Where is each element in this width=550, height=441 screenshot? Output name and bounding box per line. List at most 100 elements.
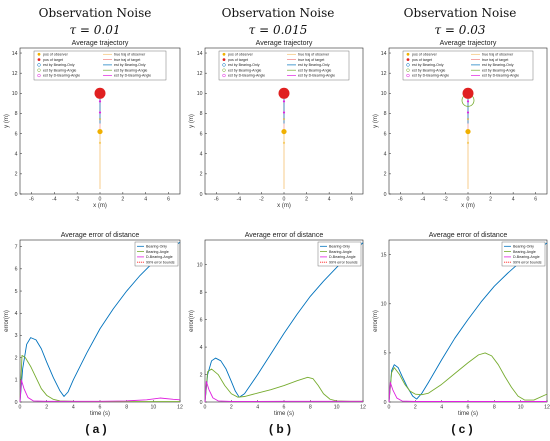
y-tick-label: 1	[15, 378, 18, 384]
x-tick-label: 6	[467, 405, 470, 411]
y-tick-label: 0	[15, 192, 18, 198]
legend-box	[218, 50, 350, 81]
legend-label: pos of target	[412, 58, 432, 62]
target-estimate-marker	[282, 100, 286, 103]
y-tick-label: 6	[15, 131, 18, 137]
y-tick-label: 12	[12, 71, 18, 77]
series-line-d-bearing-angle	[19, 379, 181, 403]
legend-marker	[222, 58, 226, 61]
x-tick-label: 0	[388, 405, 391, 411]
legend-label: est by Bearing-Angle	[228, 68, 261, 72]
legend-label: est by Bearing-Angle	[482, 68, 515, 72]
series-line-bearing-angle	[204, 368, 363, 403]
legend-marker	[406, 52, 410, 56]
error-plot: Average error of distance 0 2 4 6 8 10 12 0 5 10 15…	[373, 232, 550, 417]
series-line-bearing-only	[204, 242, 364, 403]
column-header-b: Observation Noise τ = 0.015	[222, 6, 335, 37]
header-tau: τ = 0.015	[249, 23, 308, 37]
x-axis-label: x (m)	[277, 203, 291, 209]
y-tick-label: 6	[384, 131, 387, 137]
y-tick-label: 12	[381, 71, 387, 77]
x-tick-label: 2	[45, 405, 48, 411]
x-tick-label: 4	[512, 197, 515, 203]
x-tick-label: -2	[443, 197, 448, 203]
observer-marker: *	[283, 118, 286, 124]
legend-label: pos of observer	[43, 53, 69, 57]
x-tick-label: -6	[29, 197, 34, 203]
x-tick-label: 6	[167, 197, 170, 203]
y-tick-label: 2	[15, 172, 18, 178]
legend-label: est by Bearing-Only	[228, 63, 260, 67]
y-tick-label: 15	[381, 253, 387, 259]
legend-label: true traj of target	[114, 58, 140, 62]
caption-a: ( a )	[85, 422, 106, 436]
legend-label: est by Bearing-Only	[43, 63, 75, 67]
x-tick-label: -4	[52, 197, 57, 203]
legend-label: true traj of target	[482, 58, 508, 62]
y-tick-label: 10	[381, 91, 387, 97]
x-tick-label: 8	[309, 405, 312, 411]
x-tick-label: 4	[440, 405, 443, 411]
plot-title: Average trajectory	[72, 40, 129, 47]
x-tick-label: -2	[259, 197, 264, 203]
legend-label: pos of observer	[228, 53, 254, 57]
y-tick-label: 10	[381, 302, 387, 308]
observer-marker: *	[467, 118, 470, 124]
x-tick-label: 4	[328, 197, 331, 203]
y-tick-label: 6	[15, 267, 18, 273]
legend-label: Bearing-Only	[329, 245, 350, 249]
y-axis-label: y (m)	[373, 114, 379, 128]
y-tick-label: 12	[197, 71, 203, 77]
y-tick-label: 6	[200, 317, 203, 323]
legend-label: est by Bearing-Angle	[412, 68, 445, 72]
y-tick-label: 14	[197, 51, 203, 57]
x-tick-label: 0	[204, 405, 207, 411]
series-line-bearing-only	[19, 241, 181, 403]
panels: Average trajectory-6 -4 -2 0 2 4 602468101214x…	[4, 40, 550, 417]
series-line-bearing-only	[388, 242, 548, 403]
x-tick-label: 0	[99, 197, 102, 203]
x-tick-label: 2	[489, 197, 492, 203]
x-tick-label: 10	[150, 405, 156, 411]
legend-label: pos of observer	[412, 53, 438, 57]
legend-marker	[222, 63, 226, 67]
y-axis-label: y (m)	[4, 114, 10, 128]
y-tick-label: 14	[12, 51, 18, 57]
y-tick-label: 0	[384, 192, 387, 198]
x-tick-label: 4	[256, 405, 259, 411]
observer-position-marker	[281, 128, 287, 135]
plot-title: Average trajectory	[440, 40, 497, 47]
x-tick-label: 4	[144, 197, 147, 203]
y-tick-label: 4	[15, 311, 18, 317]
trajectory-plot: Average trajectory -6 -4 -2 0 2 4 6 0 2 4 6 8 10 12 14 x…	[373, 40, 548, 209]
legend-label: 99% error bounds	[146, 260, 175, 264]
plot-title: Average error of distance	[245, 232, 324, 239]
legend-label: est by D-Bearing-Angle	[228, 74, 265, 78]
x-tick-label: 0	[467, 197, 470, 203]
legend-label: Bearing-Angle	[146, 250, 169, 254]
x-tick-label: 6	[283, 405, 286, 411]
legend-label: D-Bearing-Angle	[513, 255, 540, 259]
y-tick-label: 2	[200, 372, 203, 378]
x-tick-label: -6	[398, 197, 403, 203]
legend-label: est by Bearing-Angle	[298, 68, 331, 72]
y-tick-label: 5	[15, 289, 18, 295]
legend-marker	[37, 52, 41, 56]
legend-label: Bearing-Only	[513, 245, 534, 249]
x-tick-label: 12	[360, 405, 366, 411]
x-tick-label: 2	[121, 197, 124, 203]
y-tick-label: 2	[384, 172, 387, 178]
x-tick-label: 6	[99, 405, 102, 411]
x-tick-label: 0	[19, 405, 22, 411]
x-tick-label: 10	[518, 405, 524, 411]
y-tick-label: 8	[384, 111, 387, 117]
legend-box	[402, 50, 534, 81]
x-axis-label: time (s)	[274, 411, 294, 417]
target-estimate-marker	[98, 111, 102, 114]
plot-area	[388, 239, 548, 403]
x-tick-label: 6	[350, 197, 353, 203]
legend-label: est by Bearing-Angle	[43, 68, 76, 72]
plot-title: Average trajectory	[256, 40, 313, 47]
